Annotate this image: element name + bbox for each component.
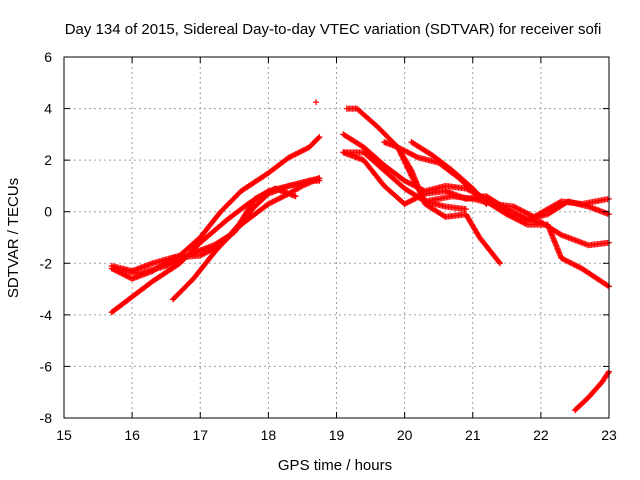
x-tick-label: 15	[56, 427, 72, 443]
series-s13-markers	[408, 139, 490, 207]
series-s6-markers	[313, 99, 320, 106]
x-tick-label: 20	[397, 427, 413, 443]
x-tick-label: 17	[192, 427, 208, 443]
series-s5-markers	[108, 185, 299, 277]
series-s14	[571, 368, 612, 414]
y-tick-label: 6	[44, 49, 52, 65]
series-s13	[408, 139, 490, 207]
x-tick-label: 16	[124, 427, 140, 443]
x-axis-label: GPS time / hours	[278, 457, 392, 474]
series-s5	[108, 185, 299, 277]
series-s12-markers	[394, 144, 469, 213]
y-tick-label: 0	[44, 204, 52, 220]
x-tick-label: 21	[465, 427, 481, 443]
series-s6	[313, 99, 320, 106]
y-tick-label: -8	[40, 410, 53, 426]
x-tick-label: 18	[261, 427, 277, 443]
y-tick-label: -2	[40, 255, 53, 271]
y-tick-label: 4	[44, 101, 52, 117]
series-s14-markers	[571, 368, 612, 414]
series-s12	[394, 144, 469, 213]
x-tick-label: 22	[533, 427, 549, 443]
y-tick-label: 2	[44, 152, 52, 168]
y-axis-label: SDTVAR / TECUs	[5, 178, 22, 298]
data-layer	[108, 99, 612, 414]
x-tick-label: 19	[329, 427, 345, 443]
chart-title: Day 134 of 2015, Sidereal Day-to-day VTE…	[65, 21, 602, 38]
x-tick-label: 23	[601, 427, 617, 443]
y-tick-label: -4	[40, 307, 53, 323]
y-tick-label: -6	[40, 358, 53, 374]
tick-layer: 15 16 17 18 19 20 21 22 23 -8 -6 -4 -2 0 2 4 6	[40, 49, 617, 443]
